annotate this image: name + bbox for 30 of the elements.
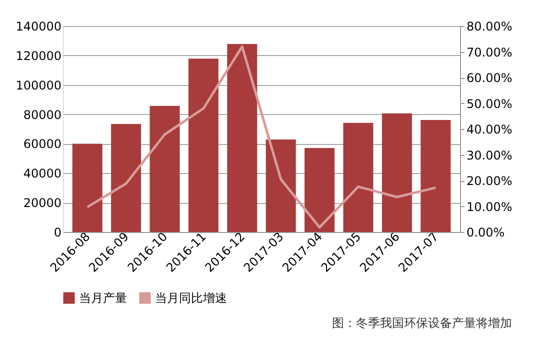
y2-tick-label: 30.00% — [466, 148, 512, 162]
bar — [72, 144, 102, 232]
bar — [111, 124, 142, 232]
y-tick-label: 80000 — [23, 108, 62, 122]
y-tick-label: 60000 — [23, 137, 62, 152]
bar — [304, 148, 335, 232]
bar — [227, 44, 258, 232]
y2-tick-label: 60.00% — [466, 71, 512, 85]
y2-tick-label: 10.00% — [466, 200, 512, 214]
y2-tick-label: 40.00% — [466, 122, 512, 136]
bar — [266, 139, 296, 232]
y-tick-label: 120000 — [16, 48, 62, 63]
line-series — [86, 45, 437, 229]
y-tick-label: 20000 — [23, 196, 62, 210]
bar — [188, 58, 218, 232]
y-tick-label: 140000 — [16, 20, 62, 34]
y-tick-label: 100000 — [16, 78, 62, 92]
y2-tick-label: 0.00% — [466, 226, 505, 240]
y2-tick-label: 50.00% — [466, 96, 512, 111]
bar — [343, 122, 374, 232]
y2-tick-label: 80.00% — [466, 20, 512, 34]
bar — [150, 106, 180, 232]
y2-tick-label: 20.00% — [466, 174, 512, 188]
y2-tick-label: 70.00% — [466, 45, 512, 60]
y-tick-label: 40000 — [23, 166, 62, 181]
legend-label: 当月产量 — [79, 291, 127, 305]
bar — [382, 113, 412, 232]
bar — [420, 120, 451, 232]
text: 图：冬季我国环保设备产量将增加 — [332, 316, 512, 330]
legend-label: 当月同比增速 — [155, 291, 227, 305]
